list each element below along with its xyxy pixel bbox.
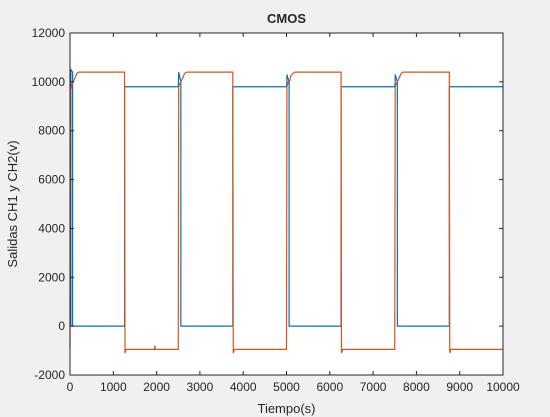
- tick-layer: 0 1000 2000 3000 4000 5000 6000 7000 8000 9000 100…: [32, 26, 520, 394]
- x-tick-label: 4000: [230, 380, 257, 394]
- y-tick-label: 10000: [32, 75, 66, 89]
- x-tick-label: 1000: [100, 380, 127, 394]
- y-tick-label: -2000: [34, 368, 65, 382]
- x-tick-label: 6000: [316, 380, 343, 394]
- x-axis-label: Tiempo(s): [257, 401, 315, 416]
- y-tick-label: 6000: [38, 173, 65, 187]
- y-axis-label: Salidas CH1 y CH2(v): [5, 140, 20, 267]
- series-layer: [69, 67, 503, 354]
- y-tick-label: 12000: [32, 26, 66, 40]
- x-tick-label: 2000: [143, 380, 170, 394]
- x-tick-label: 7000: [360, 380, 387, 394]
- x-tick-label: 0: [67, 380, 74, 394]
- x-tick-label: 5000: [273, 380, 300, 394]
- chart-title: CMOS: [267, 11, 306, 26]
- y-tick-label: 0: [58, 319, 65, 333]
- x-tick-label: 9000: [446, 380, 473, 394]
- x-tick-label: 3000: [187, 380, 214, 394]
- x-tick-label: 8000: [403, 380, 430, 394]
- y-tick-label: 8000: [38, 124, 65, 138]
- y-tick-label: 4000: [38, 221, 65, 235]
- y-tick-label: 2000: [38, 270, 65, 284]
- x-tick-label: 10000: [486, 380, 520, 394]
- series-line-2: [69, 71, 503, 354]
